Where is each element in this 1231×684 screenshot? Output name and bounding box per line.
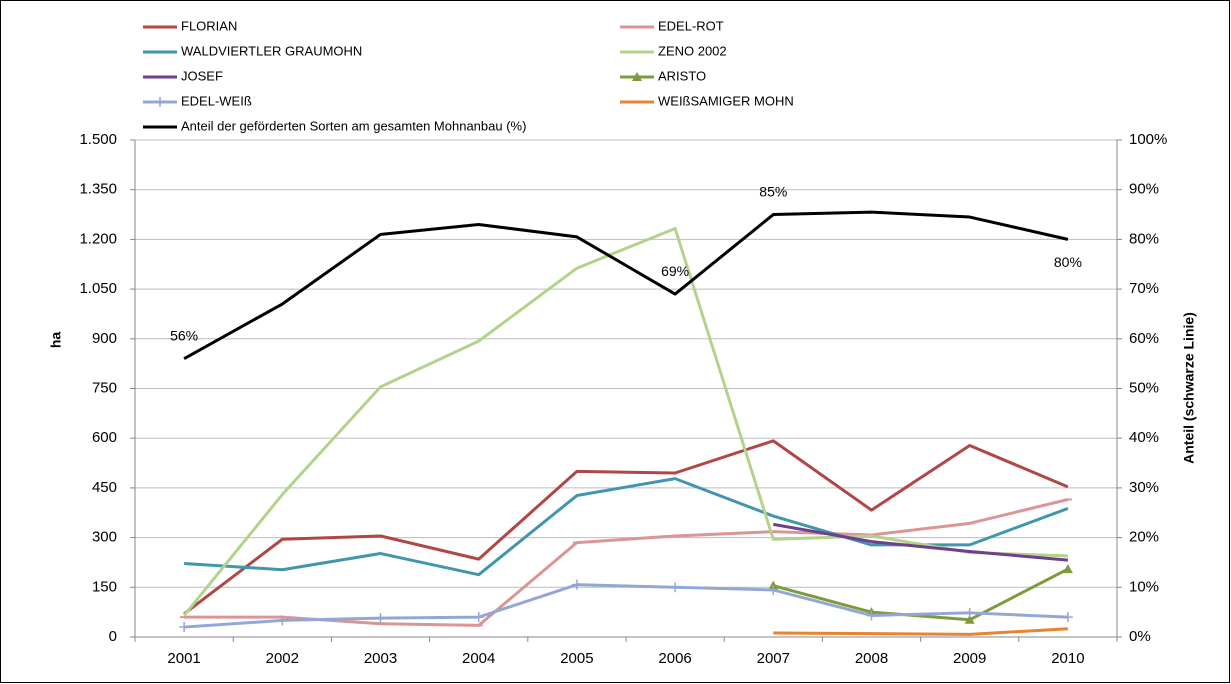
y2-tick-label: 40% bbox=[1129, 429, 1159, 446]
legend-label: EDEL-ROT bbox=[658, 18, 724, 33]
marker bbox=[768, 584, 779, 595]
x-tick-label: 2009 bbox=[953, 650, 986, 667]
marker bbox=[571, 579, 582, 590]
series-line bbox=[183, 439, 1069, 616]
legend-label: WEIßSAMIGER MOHN bbox=[658, 93, 794, 108]
x-tick-label: 2005 bbox=[560, 650, 593, 667]
y2-tick-label: 50% bbox=[1129, 379, 1159, 396]
legend-label: ZENO 2002 bbox=[658, 43, 727, 58]
legend-label: EDEL-WEIß bbox=[181, 93, 252, 108]
x-tick-label: 2006 bbox=[658, 650, 691, 667]
marker bbox=[179, 622, 190, 633]
x-tick-label: 2001 bbox=[167, 650, 200, 667]
marker bbox=[866, 610, 877, 621]
legend-label: ARISTO bbox=[658, 68, 706, 83]
data-label: 56% bbox=[170, 327, 198, 343]
marker bbox=[964, 607, 975, 618]
marker bbox=[1062, 564, 1073, 574]
data-label: 80% bbox=[1054, 254, 1082, 270]
y2-tick-label: 100% bbox=[1129, 131, 1167, 148]
y-tick-label: 600 bbox=[92, 429, 117, 446]
series-line bbox=[773, 522, 1069, 562]
y-axis-label: ha bbox=[48, 332, 64, 349]
y2-tick-label: 0% bbox=[1129, 628, 1151, 645]
marker bbox=[964, 614, 975, 624]
marker bbox=[670, 582, 681, 593]
legend-label: WALDVIERTLER GRAUMOHN bbox=[181, 43, 362, 58]
y-tick-label: 150 bbox=[92, 578, 117, 595]
y-tick-label: 1.200 bbox=[79, 230, 117, 247]
legend-label: Anteil der geförderten Sorten am gesamte… bbox=[181, 118, 526, 133]
x-tick-label: 2003 bbox=[364, 650, 397, 667]
y-tick-label: 750 bbox=[92, 379, 117, 396]
y2-tick-label: 20% bbox=[1129, 529, 1159, 546]
series-line bbox=[773, 627, 1068, 636]
y-tick-label: 300 bbox=[92, 529, 117, 546]
legend-label: JOSEF bbox=[181, 68, 223, 83]
series-line bbox=[182, 226, 1068, 617]
y-tick-label: 1.050 bbox=[79, 280, 117, 297]
y-tick-label: 450 bbox=[92, 479, 117, 496]
series-line bbox=[183, 210, 1069, 360]
x-tick-label: 2007 bbox=[757, 650, 790, 667]
y-tick-label: 0 bbox=[109, 628, 117, 645]
y2-tick-label: 70% bbox=[1129, 280, 1159, 297]
data-label: 85% bbox=[759, 183, 787, 199]
y-tick-label: 1.350 bbox=[79, 181, 117, 198]
series-line bbox=[183, 583, 1068, 629]
y-tick-label: 1.500 bbox=[79, 131, 117, 148]
marker bbox=[155, 97, 165, 107]
marker bbox=[277, 615, 288, 626]
series-line bbox=[772, 567, 1069, 622]
x-tick-label: 2010 bbox=[1051, 650, 1084, 667]
y2-tick-label: 80% bbox=[1129, 230, 1159, 247]
y2-tick-label: 30% bbox=[1129, 479, 1159, 496]
x-tick-label: 2002 bbox=[266, 650, 299, 667]
data-label: 69% bbox=[661, 263, 689, 279]
marker bbox=[1062, 612, 1073, 623]
y2-tick-label: 10% bbox=[1129, 578, 1159, 595]
x-tick-label: 2008 bbox=[855, 650, 888, 667]
marker bbox=[473, 612, 484, 623]
legend-label: FLORIAN bbox=[181, 18, 237, 33]
y2-tick-label: 60% bbox=[1129, 330, 1159, 347]
marker bbox=[632, 72, 642, 81]
marker bbox=[375, 613, 386, 624]
y-tick-label: 900 bbox=[92, 330, 117, 347]
y2-axis-label: Anteil (schwarze Linie) bbox=[1181, 312, 1197, 464]
x-tick-label: 2004 bbox=[462, 650, 495, 667]
y2-tick-label: 90% bbox=[1129, 181, 1159, 198]
